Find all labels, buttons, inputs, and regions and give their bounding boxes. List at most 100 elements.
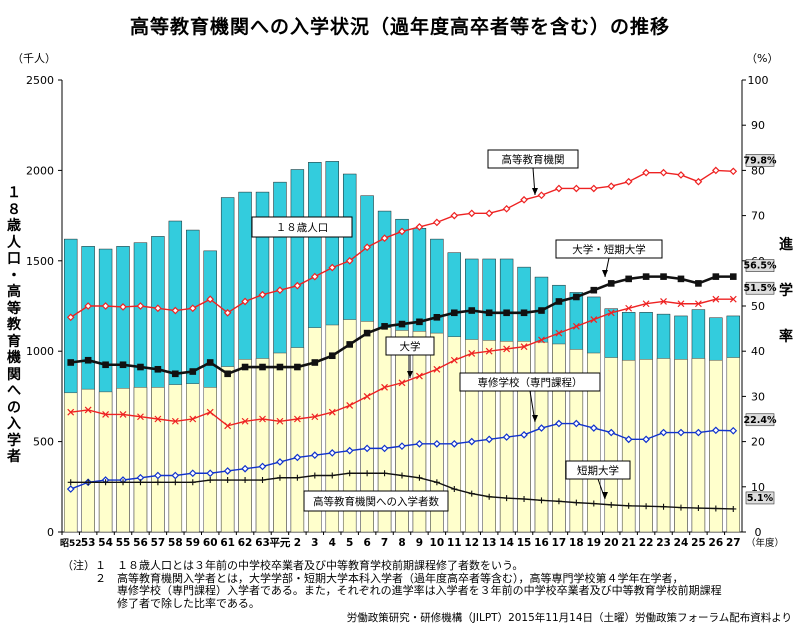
right-axis-tick-label: 90: [751, 119, 765, 132]
annotation-label: 短期大学: [577, 464, 619, 477]
series-point-4: [625, 502, 632, 509]
series-point-4: [259, 477, 266, 484]
note-line: ２ 高等教育機関入学者とは，大学学部・短期大学本科入学者（過年度高卒者等含む），…: [62, 571, 684, 585]
bar-entrants: [412, 331, 427, 533]
x-axis-tick-label: 27: [726, 537, 741, 549]
x-axis-tick-label: 61: [220, 537, 235, 549]
series-point-2: [642, 300, 650, 308]
series-point-3: [223, 467, 232, 475]
series-point-4: [468, 490, 475, 497]
left-axis-title-char: 育: [7, 333, 21, 350]
chart-plot: 0 500 1000 1500 2000 2500 0 10 20 30 40 50 60 70 80 90 1…: [26, 74, 784, 549]
series-point-4: [102, 479, 109, 486]
series-point-0: [572, 184, 581, 193]
x-axis-tick-label: 24: [674, 537, 689, 549]
annotation-arrowhead: [532, 188, 538, 195]
bar-entrants: [709, 359, 723, 533]
series-point-3: [694, 428, 703, 437]
right-axis-tick-label: 40: [751, 345, 765, 358]
annotation-label: 専修学校（専門課程）: [478, 376, 583, 389]
series-point-1: [172, 370, 179, 378]
series-point-3: [258, 462, 267, 471]
left-axis-title-char: 者: [7, 449, 21, 465]
series-point-1: [346, 341, 353, 348]
series-point-1: [259, 363, 266, 371]
series-point-3: [711, 426, 720, 435]
series-point-4: [677, 504, 684, 511]
end-value-label: 79.8%: [744, 155, 777, 166]
series-point-3: [310, 451, 319, 460]
bar-entrants: [168, 384, 183, 533]
series-point-3: [188, 469, 197, 478]
series-point-0: [223, 308, 232, 317]
series-point-0: [398, 227, 406, 236]
series-point-4: [364, 470, 371, 477]
series-point-3: [520, 430, 528, 439]
series-point-1: [538, 307, 545, 314]
right-axis-tick-label: 10: [751, 481, 765, 494]
series-point-2: [416, 372, 423, 380]
series-point-1: [660, 273, 667, 280]
bar-entrants: [656, 358, 671, 533]
end-value-label: 56.5%: [744, 261, 777, 272]
series-point-0: [555, 184, 563, 193]
series-point-1: [398, 320, 406, 328]
end-value-label: 51.5%: [744, 283, 777, 294]
series-point-1: [607, 280, 615, 287]
series-point-1: [677, 275, 685, 283]
series-point-0: [467, 209, 476, 218]
series-point-2: [450, 356, 458, 364]
series-point-4: [172, 479, 179, 486]
x-axis-tick-label: 3: [311, 537, 318, 549]
end-value-box: [745, 491, 775, 505]
series-point-2: [311, 413, 319, 421]
x-axis-tick-label: 18: [569, 537, 584, 549]
series-point-1: [729, 273, 737, 280]
series-point-0: [276, 286, 284, 295]
series-point-2: [485, 347, 493, 355]
series-point-1: [294, 363, 301, 371]
series-point-4: [311, 472, 318, 479]
series-point-1: [590, 286, 598, 294]
left-axis-tick-label: 500: [33, 436, 54, 449]
x-axis-tick-label: 7: [381, 537, 388, 549]
right-axis-title-char: 進: [779, 237, 793, 253]
series-point-3: [345, 446, 354, 455]
chart-notes: （注）１ １８歳人口とは３年前の中学校卒業者及び中等教育学校前期課程修了者数をい…: [62, 559, 722, 610]
series-point-4: [224, 477, 231, 484]
bar-entrants: [465, 339, 479, 533]
x-axis-tick-label: 6: [363, 537, 370, 549]
series-point-3: [450, 440, 459, 448]
series-point-3: [433, 440, 441, 448]
series-point-0: [119, 303, 127, 311]
series-point-3: [485, 435, 494, 444]
series-point-2: [363, 392, 371, 400]
left-axis-title-char: １: [7, 185, 21, 201]
series-point-3: [467, 437, 476, 446]
series-point-1: [642, 273, 650, 280]
series-point-3: [589, 424, 598, 432]
series-point-2: [729, 295, 737, 303]
x-axis-tick-label: 昭52: [60, 538, 82, 549]
series-point-0: [84, 302, 93, 310]
left-axis-title-char: 学: [7, 432, 21, 449]
series-point-4: [242, 477, 249, 484]
series-point-0: [188, 304, 197, 313]
series-point-2: [694, 300, 702, 308]
bar-entrants: [308, 327, 322, 533]
annotation-arrowhead: [602, 492, 608, 499]
series-point-2: [712, 295, 720, 303]
end-value-box: [745, 413, 775, 427]
series-point-1: [102, 361, 109, 369]
left-axis-title-char: 人: [7, 234, 21, 251]
series-point-2: [67, 408, 75, 416]
series-point-4: [416, 474, 423, 481]
series-point-0: [485, 209, 494, 218]
left-axis-title-char: 等: [7, 300, 21, 317]
series-point-0: [380, 234, 389, 243]
series-point-0: [136, 302, 145, 310]
left-axis-title-char: の: [7, 399, 21, 416]
series-point-1: [328, 352, 336, 360]
series-point-4: [660, 503, 667, 510]
x-axis-tick-label: 20: [604, 537, 619, 549]
